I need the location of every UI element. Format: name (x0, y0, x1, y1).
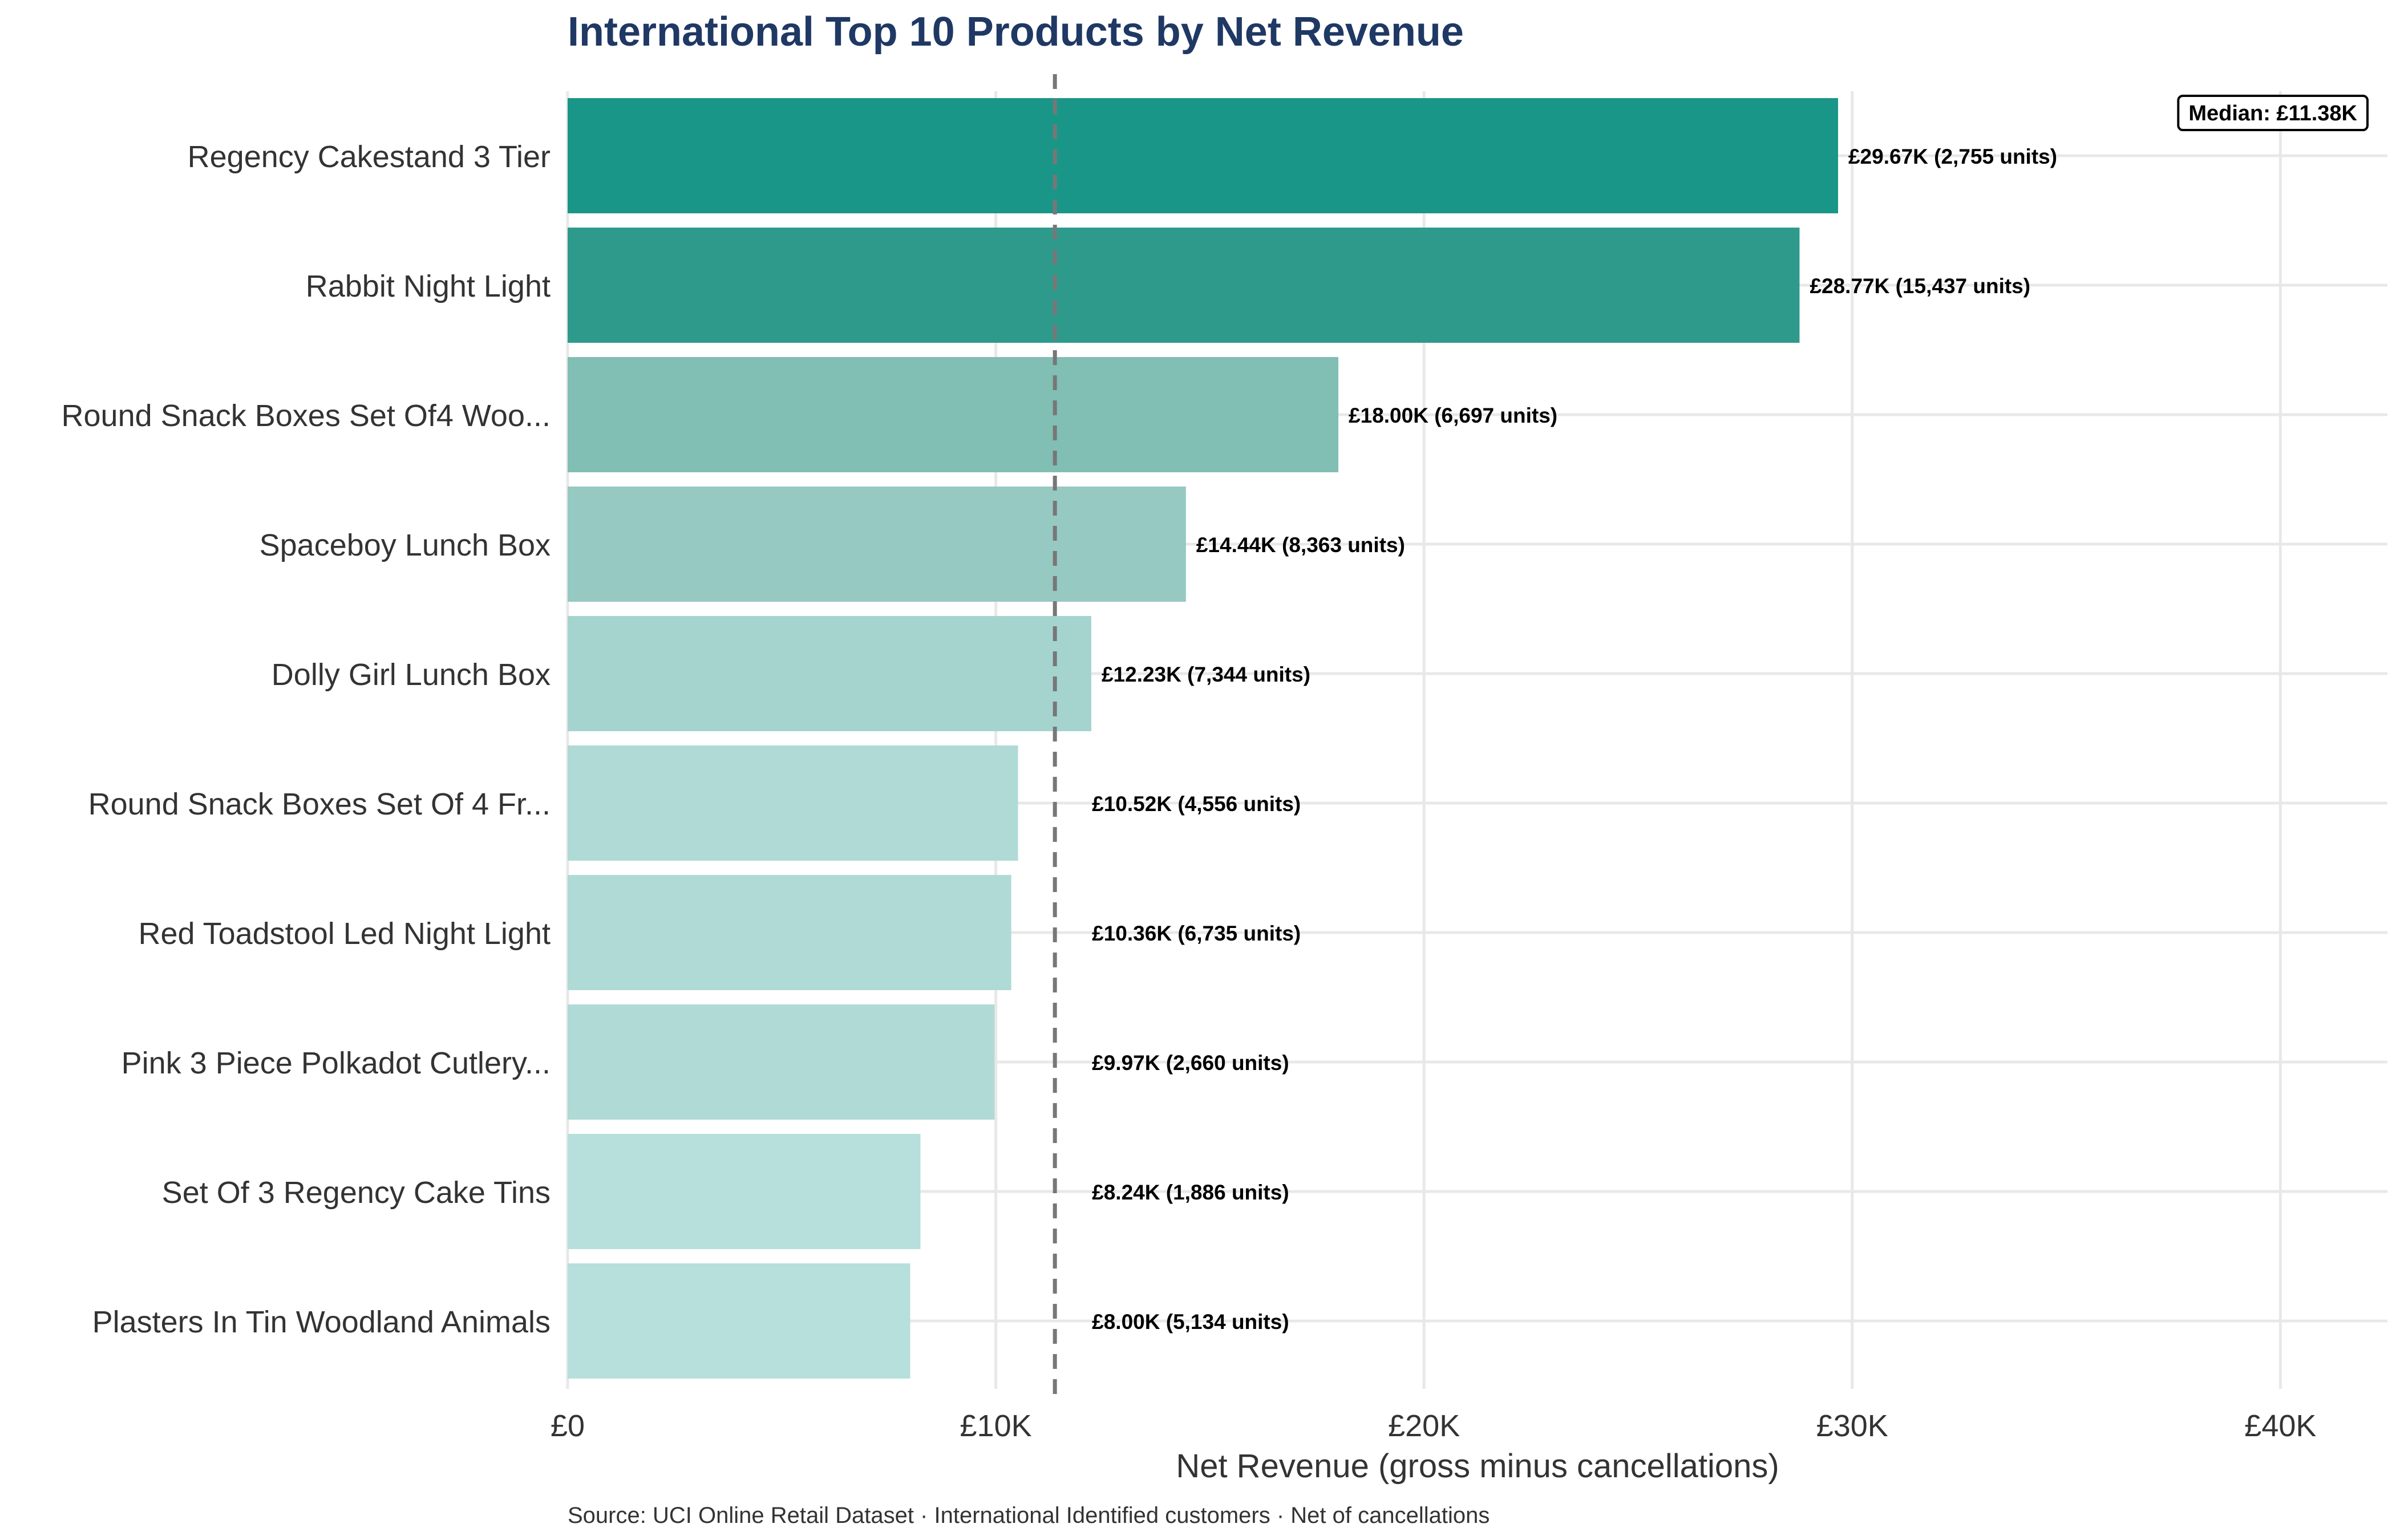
chart-title: International Top 10 Products by Net Rev… (568, 9, 1464, 55)
value-label: £10.52K (4,556 units) (1092, 792, 1301, 816)
bar (568, 98, 1838, 213)
category-label: Rabbit Night Light (306, 269, 551, 303)
bar (568, 616, 1091, 731)
value-label: £14.44K (8,363 units) (1196, 533, 1405, 557)
bar (568, 745, 1018, 861)
category-label: Round Snack Boxes Set Of4 Woo... (62, 399, 551, 433)
value-labels: £29.67K (2,755 units) £28.77K (15,437 uni… (1092, 145, 2057, 1334)
x-axis-title: Net Revenue (gross minus cancellations) (1176, 1448, 1779, 1485)
value-label: £8.24K (1,886 units) (1092, 1181, 1289, 1204)
x-tick-label: £40K (2244, 1409, 2316, 1443)
x-tick-label: £10K (960, 1409, 1032, 1443)
x-axis-ticks: £0 £10K £20K £30K £40K (551, 1409, 2316, 1443)
category-label: Set Of 3 Regency Cake Tins (162, 1176, 551, 1210)
value-label: £18.00K (6,697 units) (1349, 404, 1557, 427)
chart-caption: Source: UCI Online Retail Dataset · Inte… (568, 1503, 1490, 1528)
bar (568, 228, 1800, 343)
median-label-box (2177, 95, 2369, 131)
category-label: Dolly Girl Lunch Box (272, 658, 551, 692)
bar (568, 1263, 910, 1379)
bar (568, 1004, 995, 1120)
category-label: Pink 3 Piece Polkadot Cutlery... (122, 1046, 551, 1080)
median-label: Median: £11.38K (2188, 102, 2357, 125)
category-label: Round Snack Boxes Set Of 4 Fr... (88, 787, 551, 821)
category-labels: Regency Cakestand 3 Tier Rabbit Night Lig… (62, 140, 551, 1339)
value-label: £8.00K (5,134 units) (1092, 1310, 1289, 1334)
x-tick-label: £0 (551, 1409, 585, 1443)
category-label: Regency Cakestand 3 Tier (188, 140, 551, 174)
value-label: £29.67K (2,755 units) (1848, 145, 2057, 168)
median-annotation: Median: £11.38K (2177, 95, 2369, 131)
category-label: Spaceboy Lunch Box (260, 528, 551, 562)
category-label: Plasters In Tin Woodland Animals (92, 1305, 551, 1339)
x-tick-label: £30K (1816, 1409, 1888, 1443)
bar (568, 487, 1186, 602)
value-label: £12.23K (7,344 units) (1102, 663, 1310, 686)
category-label: Red Toadstool Led Night Light (138, 917, 551, 951)
value-label: £28.77K (15,437 units) (1810, 274, 2030, 298)
bar (568, 1134, 921, 1249)
value-label: £10.36K (6,735 units) (1092, 922, 1301, 945)
value-label: £9.97K (2,660 units) (1092, 1051, 1289, 1075)
bars-group (568, 98, 1838, 1379)
bar (568, 875, 1011, 990)
bar (568, 357, 1339, 472)
x-tick-label: £20K (1388, 1409, 1460, 1443)
